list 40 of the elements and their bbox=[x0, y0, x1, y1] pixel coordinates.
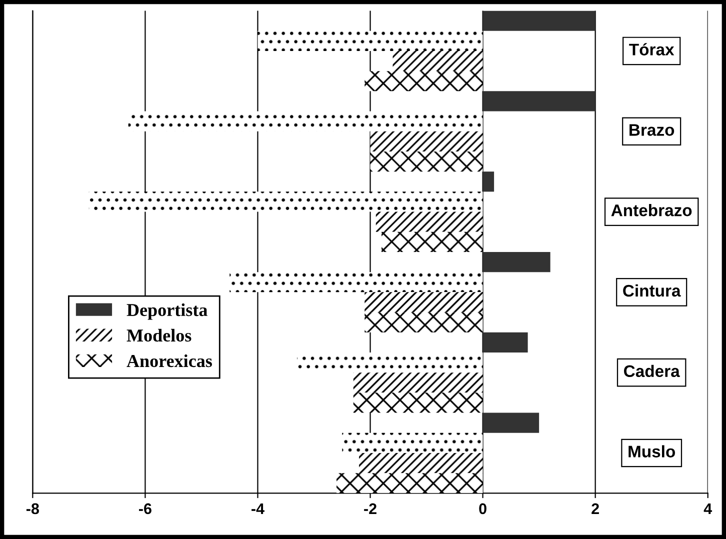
bar bbox=[482, 412, 540, 433]
x-tick-label: -4 bbox=[252, 503, 264, 514]
bar bbox=[482, 91, 596, 112]
bar bbox=[128, 111, 483, 132]
y-tick-label: Cintura bbox=[623, 284, 681, 297]
bar bbox=[482, 10, 596, 31]
bar bbox=[353, 392, 483, 413]
legend-label: Deportista bbox=[126, 303, 208, 320]
y-tick-label: Brazo bbox=[630, 124, 674, 136]
x-tick-label: -2 bbox=[364, 503, 376, 514]
x-tick-label: 0 bbox=[479, 503, 486, 514]
y-tick-label: Tórax bbox=[629, 43, 674, 56]
bar bbox=[482, 252, 550, 272]
bar bbox=[376, 212, 483, 232]
bar bbox=[230, 272, 483, 292]
bar bbox=[342, 432, 483, 453]
bar bbox=[382, 232, 483, 252]
x-tick-label: 2 bbox=[592, 503, 599, 514]
x-tick-label: 4 bbox=[704, 503, 712, 514]
bar bbox=[88, 192, 483, 212]
bar bbox=[364, 71, 483, 92]
bar bbox=[336, 473, 483, 494]
legend-label: Anorexicas bbox=[126, 354, 212, 368]
y-tick-label: Cadera bbox=[624, 364, 680, 378]
bar bbox=[353, 372, 483, 393]
bar bbox=[370, 131, 483, 152]
bar bbox=[370, 151, 483, 172]
bar bbox=[364, 312, 483, 332]
x-tick-label: -6 bbox=[139, 503, 152, 514]
bar bbox=[359, 452, 483, 474]
x-tick-label: -8 bbox=[26, 503, 39, 514]
bar bbox=[364, 292, 483, 312]
y-tick-label: Muslo bbox=[628, 445, 676, 458]
bar bbox=[482, 172, 494, 192]
bar bbox=[392, 50, 483, 72]
legend-label: Modelos bbox=[126, 328, 192, 342]
y-tick-label: Antebrazo bbox=[611, 204, 692, 216]
bar bbox=[297, 352, 483, 373]
bar bbox=[258, 30, 483, 51]
bar bbox=[482, 332, 528, 352]
